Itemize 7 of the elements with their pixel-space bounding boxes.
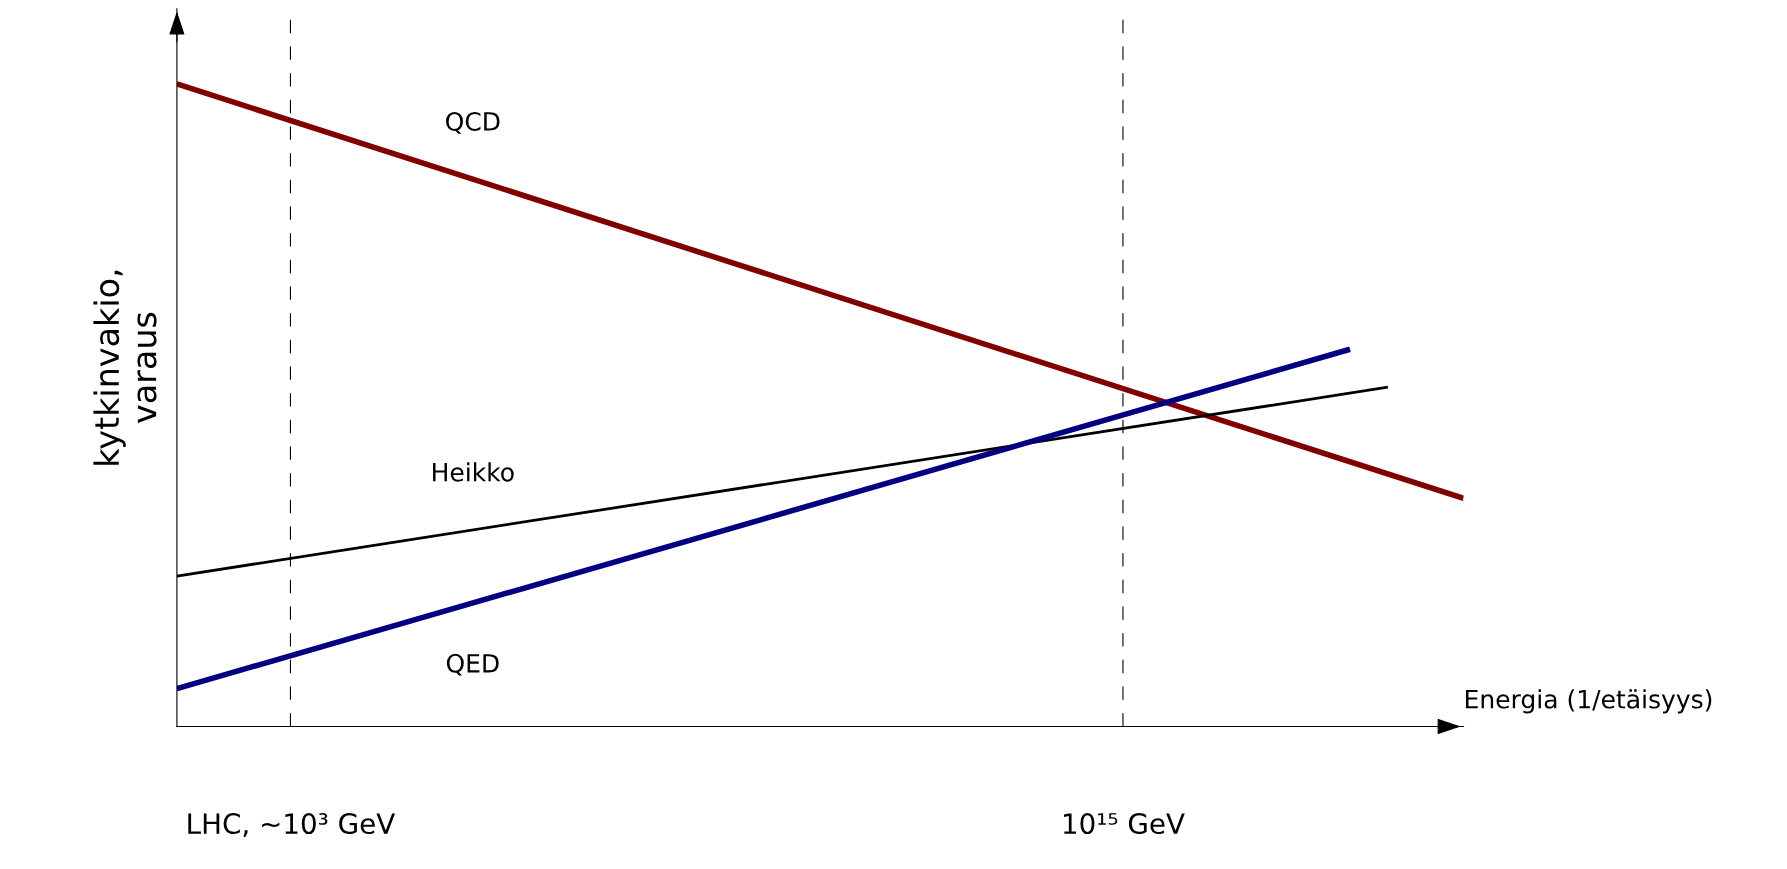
series-label: QED xyxy=(446,653,499,676)
series-label: Heikko xyxy=(433,462,514,482)
y-axis-title: kytkinvakio, varaus xyxy=(93,270,157,465)
x-axis-title: Energia (1/etäisyys) xyxy=(1466,689,1712,714)
x-tick-label: LHC, ~10³ GeV xyxy=(188,813,396,837)
x-tick-label: 10¹⁵ GeV xyxy=(1063,813,1185,835)
series-label: QCD xyxy=(446,111,500,134)
